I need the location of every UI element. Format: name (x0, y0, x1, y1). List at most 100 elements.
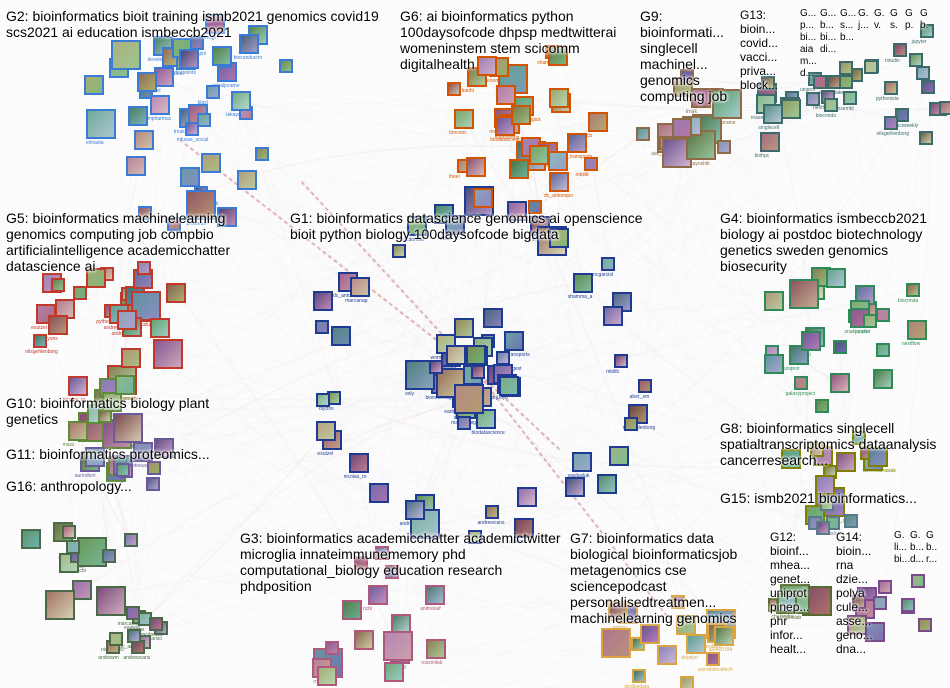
network-node (454, 109, 474, 129)
network-node (133, 442, 153, 462)
network-node (68, 376, 88, 396)
network-node (760, 132, 780, 152)
network-node (102, 549, 116, 563)
network-node (385, 565, 399, 579)
network-node (126, 156, 146, 176)
network-node (781, 449, 801, 469)
network-node (354, 556, 368, 570)
network-node (96, 586, 126, 616)
node-label: rossinilab (421, 660, 442, 666)
network-node (781, 99, 801, 119)
network-node (764, 291, 784, 311)
network-node (529, 145, 549, 165)
network-node (706, 652, 720, 666)
node-label: chariso (509, 539, 525, 545)
network-node (852, 595, 866, 609)
network-node (906, 283, 920, 297)
node-label: ncbi (363, 606, 372, 612)
network-node (21, 529, 41, 549)
node-label: jupyter (855, 329, 870, 335)
network-node (686, 634, 706, 654)
network-node (137, 261, 151, 275)
network-node (496, 351, 510, 365)
network-node (147, 461, 161, 475)
node-label: jupyter (912, 39, 927, 45)
network-node (166, 283, 186, 303)
node-label: dnapoints (174, 70, 196, 76)
network-node (33, 334, 47, 348)
network-node (815, 399, 829, 413)
network-node (485, 505, 499, 519)
network-node (640, 624, 660, 644)
network-node (836, 452, 856, 472)
node-label: aurindom (75, 473, 96, 479)
network-node (810, 443, 824, 457)
network-node (548, 151, 568, 171)
network-node (549, 172, 569, 192)
network-node (777, 593, 797, 613)
node-label: aber_sm (630, 394, 649, 400)
network-node (68, 421, 88, 441)
network-node (816, 521, 830, 535)
network-node (863, 314, 877, 328)
node-label: cbelondra (772, 614, 794, 620)
network-node (499, 376, 519, 396)
network-node (317, 666, 337, 686)
node-label: mara (63, 442, 74, 448)
network-node (584, 157, 598, 171)
network-node (197, 113, 211, 127)
network-node (86, 268, 106, 288)
node-label: pythonista (876, 96, 899, 102)
network-node (447, 82, 461, 96)
node-label: elmasta (86, 140, 104, 146)
network-node (839, 61, 853, 75)
network-node (717, 140, 731, 154)
network-node (918, 618, 932, 632)
network-node (876, 343, 890, 357)
node-label: biohpc (755, 153, 770, 159)
network-node (186, 190, 216, 220)
network-node (167, 217, 181, 231)
network-node (712, 89, 742, 119)
network-node (893, 43, 907, 57)
node-label: rstudio (885, 58, 900, 64)
network-node (608, 601, 628, 621)
network-node (763, 104, 783, 124)
node-label: uniprot (784, 366, 799, 372)
network-node (839, 75, 853, 89)
network-node (876, 308, 890, 322)
network-node (109, 632, 123, 646)
network-node (84, 75, 104, 95)
node-label: nilsgehlenborg (876, 131, 909, 137)
network-node (127, 629, 141, 643)
network-node (565, 477, 585, 497)
node-label: shamma_a (568, 294, 593, 300)
network-node (528, 200, 542, 214)
network-node (657, 645, 677, 665)
network-node (454, 318, 474, 338)
network-node (830, 373, 850, 393)
network-node (636, 127, 650, 141)
network-node (342, 600, 362, 620)
network-node (154, 438, 174, 458)
network-node (504, 331, 524, 351)
node-label: wormlabcaltech (698, 667, 733, 673)
network-node (801, 331, 821, 351)
network-node (375, 546, 389, 560)
network-node (205, 14, 225, 34)
network-node (212, 46, 232, 66)
node-label: blyons (319, 406, 333, 412)
network-node (206, 85, 220, 99)
network-node (483, 308, 503, 328)
network-node (603, 306, 623, 326)
network-node (454, 384, 484, 414)
network-node (764, 354, 784, 374)
node-label: trnak (174, 129, 185, 135)
network-node (847, 615, 867, 635)
network-node (624, 417, 638, 431)
network-node (638, 379, 652, 393)
network-node (826, 268, 846, 288)
network-node (878, 580, 892, 594)
node-label: gbdbiodata (624, 684, 649, 688)
network-node (316, 393, 330, 407)
